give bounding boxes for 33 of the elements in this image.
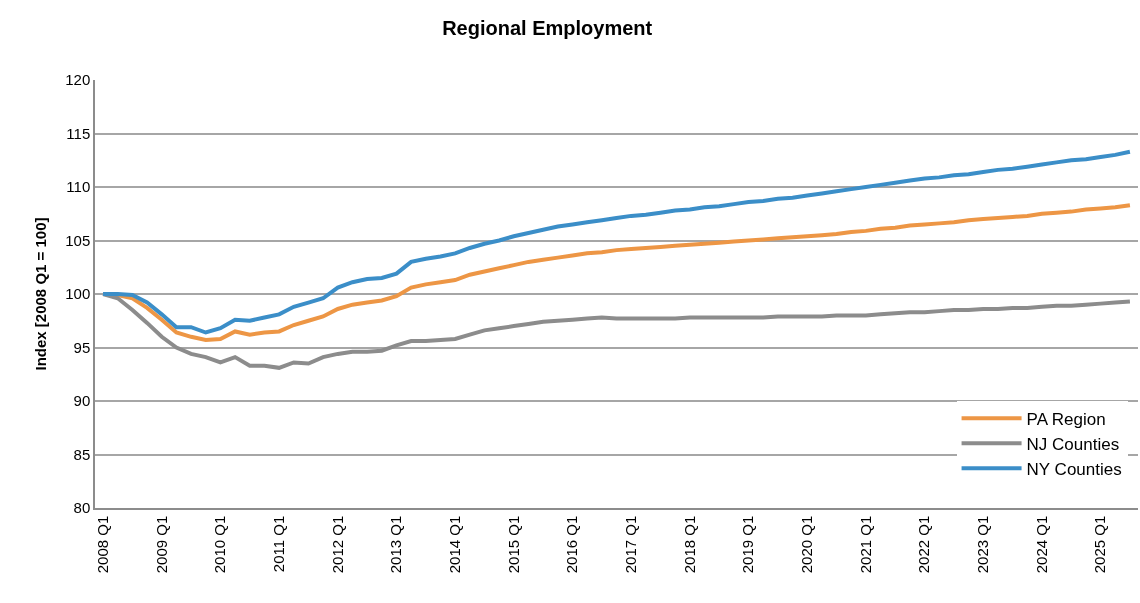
x-tick-label: 2015 Q1 (504, 515, 522, 574)
y-tick-label: 90 (73, 392, 91, 410)
y-tick-label: 95 (73, 338, 91, 356)
y-tick-label: 80 (73, 499, 91, 517)
y-tick-label: 120 (65, 71, 91, 89)
x-tick-label: 2023 Q1 (974, 515, 992, 574)
y-tick-label: 100 (65, 285, 91, 303)
x-tick-label: 2024 Q1 (1032, 515, 1050, 574)
x-tick-label: 2014 Q1 (446, 515, 464, 574)
x-tick-label: 2025 Q1 (1091, 515, 1109, 574)
x-tick-label: 2013 Q1 (387, 515, 405, 574)
legend-label: PA Region (1026, 409, 1106, 429)
x-tick-label: 2011 Q1 (269, 515, 287, 573)
legend-label: NJ Counties (1026, 434, 1120, 454)
chart-title: Regional Employment (442, 17, 653, 40)
x-tick-label: 2018 Q1 (680, 515, 698, 574)
x-tick-label: 2012 Q1 (328, 515, 346, 574)
x-tick-label: 2010 Q1 (211, 515, 229, 574)
y-axis-title: Index [2008 Q1 = 100] (31, 217, 49, 371)
legend-label: NY Counties (1026, 459, 1122, 479)
x-tick-label: 2017 Q1 (622, 515, 640, 574)
y-tick-label: 115 (66, 124, 91, 142)
x-tick-label: 2009 Q1 (152, 515, 170, 574)
x-tick-label: 2022 Q1 (915, 515, 933, 574)
x-tick-label: 2008 Q1 (93, 515, 111, 574)
line-series (101, 149, 1132, 335)
y-tick-label: 85 (73, 445, 91, 463)
y-tick-label: 105 (65, 231, 91, 249)
x-tick-label: 2021 Q1 (856, 515, 874, 574)
x-tick-label: 2020 Q1 (798, 515, 816, 574)
y-tick-label: 110 (66, 178, 91, 196)
x-tick-label: 2016 Q1 (563, 515, 581, 574)
x-tick-label: 2019 Q1 (739, 515, 757, 574)
